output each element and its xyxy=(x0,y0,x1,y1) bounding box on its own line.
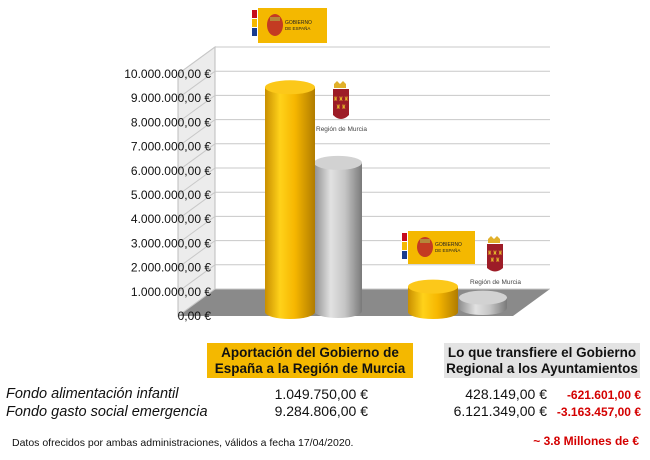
legend-box-aportacion: Aportación del Gobierno de España a la R… xyxy=(207,343,413,378)
region-de-murcia-logo-small: ♜♜♜ ♜♜ Región de Murcia xyxy=(470,236,521,286)
y-tick-label: 0,00 € xyxy=(178,309,212,323)
bar-chart: 0,00 € 1.000.000,00 € 2.000.000,00 € 3.000.… xyxy=(124,8,550,323)
y-tick-label: 4.000.000,00 € xyxy=(131,212,211,226)
svg-text:DE ESPAÑA: DE ESPAÑA xyxy=(435,247,460,253)
svg-text:GOBIERNO: GOBIERNO xyxy=(285,20,312,26)
transfiere-emergencia: 6.121.349,00 € xyxy=(453,403,547,419)
cylinder-top xyxy=(408,279,458,294)
transfiere-alimentacion: 428.149,00 € xyxy=(465,386,547,402)
cylinder-top xyxy=(314,155,362,170)
y-tick-label: 2.000.000,00 € xyxy=(131,261,211,275)
cylinder-body xyxy=(408,286,458,319)
cylinder-top xyxy=(265,80,315,95)
bar-aportacion xyxy=(265,80,315,319)
y-tick-label: 6.000.000,00 € xyxy=(131,164,211,178)
bar-aportacion xyxy=(408,279,458,319)
svg-text:♜♜♜: ♜♜♜ xyxy=(487,250,503,257)
gridline-side xyxy=(177,240,216,269)
region-de-murcia-logo: ♜♜♜ ♜♜ Región de Murcia xyxy=(316,81,367,133)
gridline-side xyxy=(177,70,216,99)
svg-text:Región de Murcia: Región de Murcia xyxy=(316,126,367,133)
row-label-alimentacion: Fondo alimentación infantil xyxy=(6,386,179,402)
y-tick-label: 5.000.000,00 € xyxy=(131,188,211,202)
cylinder-body xyxy=(265,87,315,319)
cylinder-top xyxy=(459,290,507,305)
svg-text:♜♜: ♜♜ xyxy=(336,104,347,111)
row-label-emergencia: Fondo gasto social emergencia xyxy=(6,404,208,420)
difference-alimentacion: -621.601,00 € xyxy=(566,388,641,402)
cylinder-body xyxy=(314,162,362,318)
legend-box-transfiere: Lo que transfiere el Gobierno Regional a… xyxy=(444,343,640,378)
footnote: Datos ofrecidos por ambas administracion… xyxy=(12,437,354,449)
gobierno-de-espana-logo-small: GOBIERNO DE ESPAÑA xyxy=(401,231,475,264)
svg-text:Región de Murcia: Región de Murcia xyxy=(470,279,521,286)
difference-emergencia: -3.163.457,00 € xyxy=(556,405,641,419)
svg-text:GOBIERNO: GOBIERNO xyxy=(435,242,462,248)
gobierno-de-espana-logo: GOBIERNO DE ESPAÑA xyxy=(251,8,327,43)
gridline-side xyxy=(177,191,216,220)
y-tick-label: 7.000.000,00 € xyxy=(131,140,211,154)
y-axis: 0,00 € 1.000.000,00 € 2.000.000,00 € 3.000.… xyxy=(124,67,211,323)
bars xyxy=(265,80,507,319)
y-tick-label: 10.000.000,00 € xyxy=(124,67,211,81)
aportacion-alimentacion: 1.049.750,00 € xyxy=(274,386,368,402)
gridline-side xyxy=(177,46,216,75)
svg-text:DE ESPAÑA: DE ESPAÑA xyxy=(285,25,310,31)
gridline-side xyxy=(177,167,216,196)
svg-text:♜♜♜: ♜♜♜ xyxy=(333,96,349,103)
y-tick-label: 9.000.000,00 € xyxy=(131,91,211,105)
aportacion-emergencia: 9.284.806,00 € xyxy=(274,403,368,419)
chart-frame xyxy=(177,46,550,317)
total-difference: ~ 3.8 Millones de € xyxy=(533,434,639,448)
gridline-side xyxy=(177,94,216,123)
gridline-side xyxy=(177,288,216,317)
svg-text:♜♜: ♜♜ xyxy=(490,257,501,264)
y-tick-label: 3.000.000,00 € xyxy=(131,236,211,250)
y-tick-label: 8.000.000,00 € xyxy=(131,115,211,129)
bar-transfiere xyxy=(459,290,507,315)
bar-transfiere xyxy=(314,155,362,318)
y-tick-label: 1.000.000,00 € xyxy=(131,285,211,299)
gridline-side xyxy=(177,215,216,244)
gridline-side xyxy=(177,143,216,172)
gridline-side xyxy=(177,264,216,293)
gridline-side xyxy=(177,119,216,148)
